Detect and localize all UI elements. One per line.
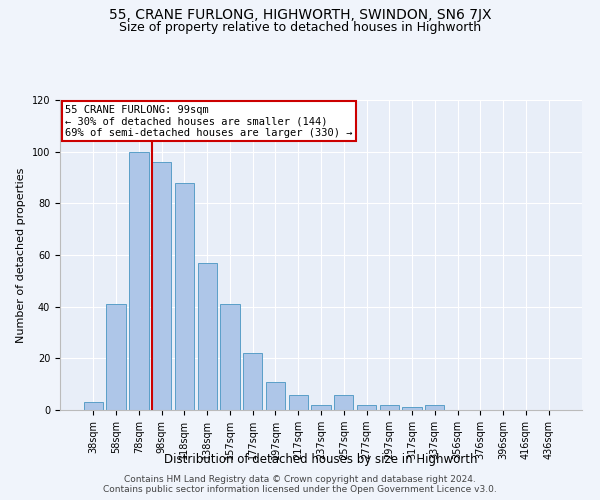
- Bar: [357, 405, 376, 410]
- Bar: [289, 394, 308, 410]
- Y-axis label: Number of detached properties: Number of detached properties: [16, 168, 26, 342]
- Bar: [403, 408, 422, 410]
- Bar: [243, 353, 262, 410]
- Bar: [220, 304, 239, 410]
- Bar: [425, 405, 445, 410]
- Text: 55, CRANE FURLONG, HIGHWORTH, SWINDON, SN6 7JX: 55, CRANE FURLONG, HIGHWORTH, SWINDON, S…: [109, 8, 491, 22]
- Text: 55 CRANE FURLONG: 99sqm
← 30% of detached houses are smaller (144)
69% of semi-d: 55 CRANE FURLONG: 99sqm ← 30% of detache…: [65, 104, 353, 138]
- Bar: [266, 382, 285, 410]
- Text: Distribution of detached houses by size in Highworth: Distribution of detached houses by size …: [164, 452, 478, 466]
- Bar: [380, 405, 399, 410]
- Bar: [197, 263, 217, 410]
- Bar: [175, 182, 194, 410]
- Bar: [311, 405, 331, 410]
- Bar: [84, 402, 103, 410]
- Bar: [152, 162, 172, 410]
- Text: Contains HM Land Registry data © Crown copyright and database right 2024.
Contai: Contains HM Land Registry data © Crown c…: [103, 474, 497, 494]
- Bar: [106, 304, 126, 410]
- Bar: [129, 152, 149, 410]
- Bar: [334, 394, 353, 410]
- Text: Size of property relative to detached houses in Highworth: Size of property relative to detached ho…: [119, 21, 481, 34]
